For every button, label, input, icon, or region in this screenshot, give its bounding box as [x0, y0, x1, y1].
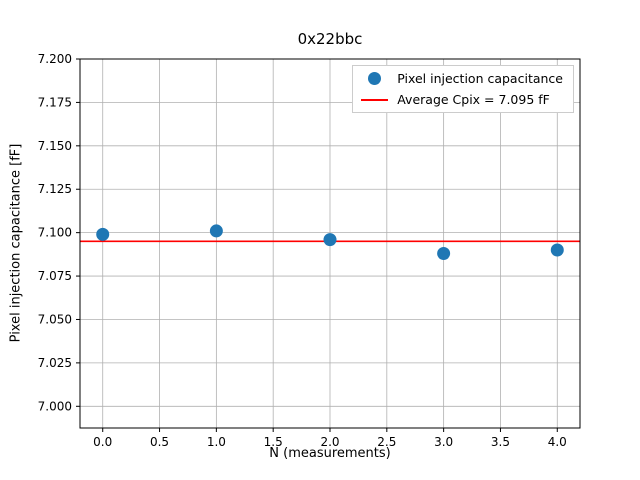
y-axis-label: Pixel injection capacitance [fF] [8, 143, 24, 343]
legend-label-scatter: Pixel injection capacitance [397, 71, 563, 86]
y-tick-label: 7.175 [38, 95, 72, 109]
y-tick-label: 7.100 [38, 226, 72, 240]
y-tick-label: 7.200 [38, 52, 72, 66]
scatter-point [96, 227, 110, 241]
x-tick-label: 2.0 [320, 435, 339, 449]
y-tick-label: 7.150 [38, 139, 72, 153]
scatter-point [323, 233, 337, 247]
x-tick-label: 3.5 [491, 435, 510, 449]
y-tick-label: 7.000 [38, 399, 72, 413]
y-tick-label: 7.125 [38, 182, 72, 196]
x-tick-label: 0.0 [93, 435, 112, 449]
line-marker-icon [361, 98, 389, 101]
x-tick-label: 2.5 [377, 435, 396, 449]
legend: Pixel injection capacitance Average Cpix… [352, 65, 574, 113]
y-tick-label: 7.075 [38, 269, 72, 283]
legend-label-average: Average Cpix = 7.095 fF [397, 92, 550, 107]
x-tick-label: 1.0 [207, 435, 226, 449]
legend-item-average-line: Average Cpix = 7.095 fF [361, 92, 563, 107]
y-tick-label: 7.025 [38, 356, 72, 370]
chart-title: 0x22bbc [297, 30, 363, 48]
x-tick-label: 4.0 [548, 435, 567, 449]
scatter-point [209, 224, 223, 238]
scatter-point [550, 243, 564, 257]
legend-item-scatter: Pixel injection capacitance [361, 71, 563, 86]
scatter-point [437, 246, 451, 260]
scatter-marker-icon [368, 72, 382, 85]
x-tick-label: 0.5 [150, 435, 169, 449]
x-tick-label: 1.5 [264, 435, 283, 449]
x-tick-label: 3.0 [434, 435, 453, 449]
y-tick-label: 7.050 [38, 312, 72, 326]
x-axis-label: N (measurements) [269, 446, 391, 461]
